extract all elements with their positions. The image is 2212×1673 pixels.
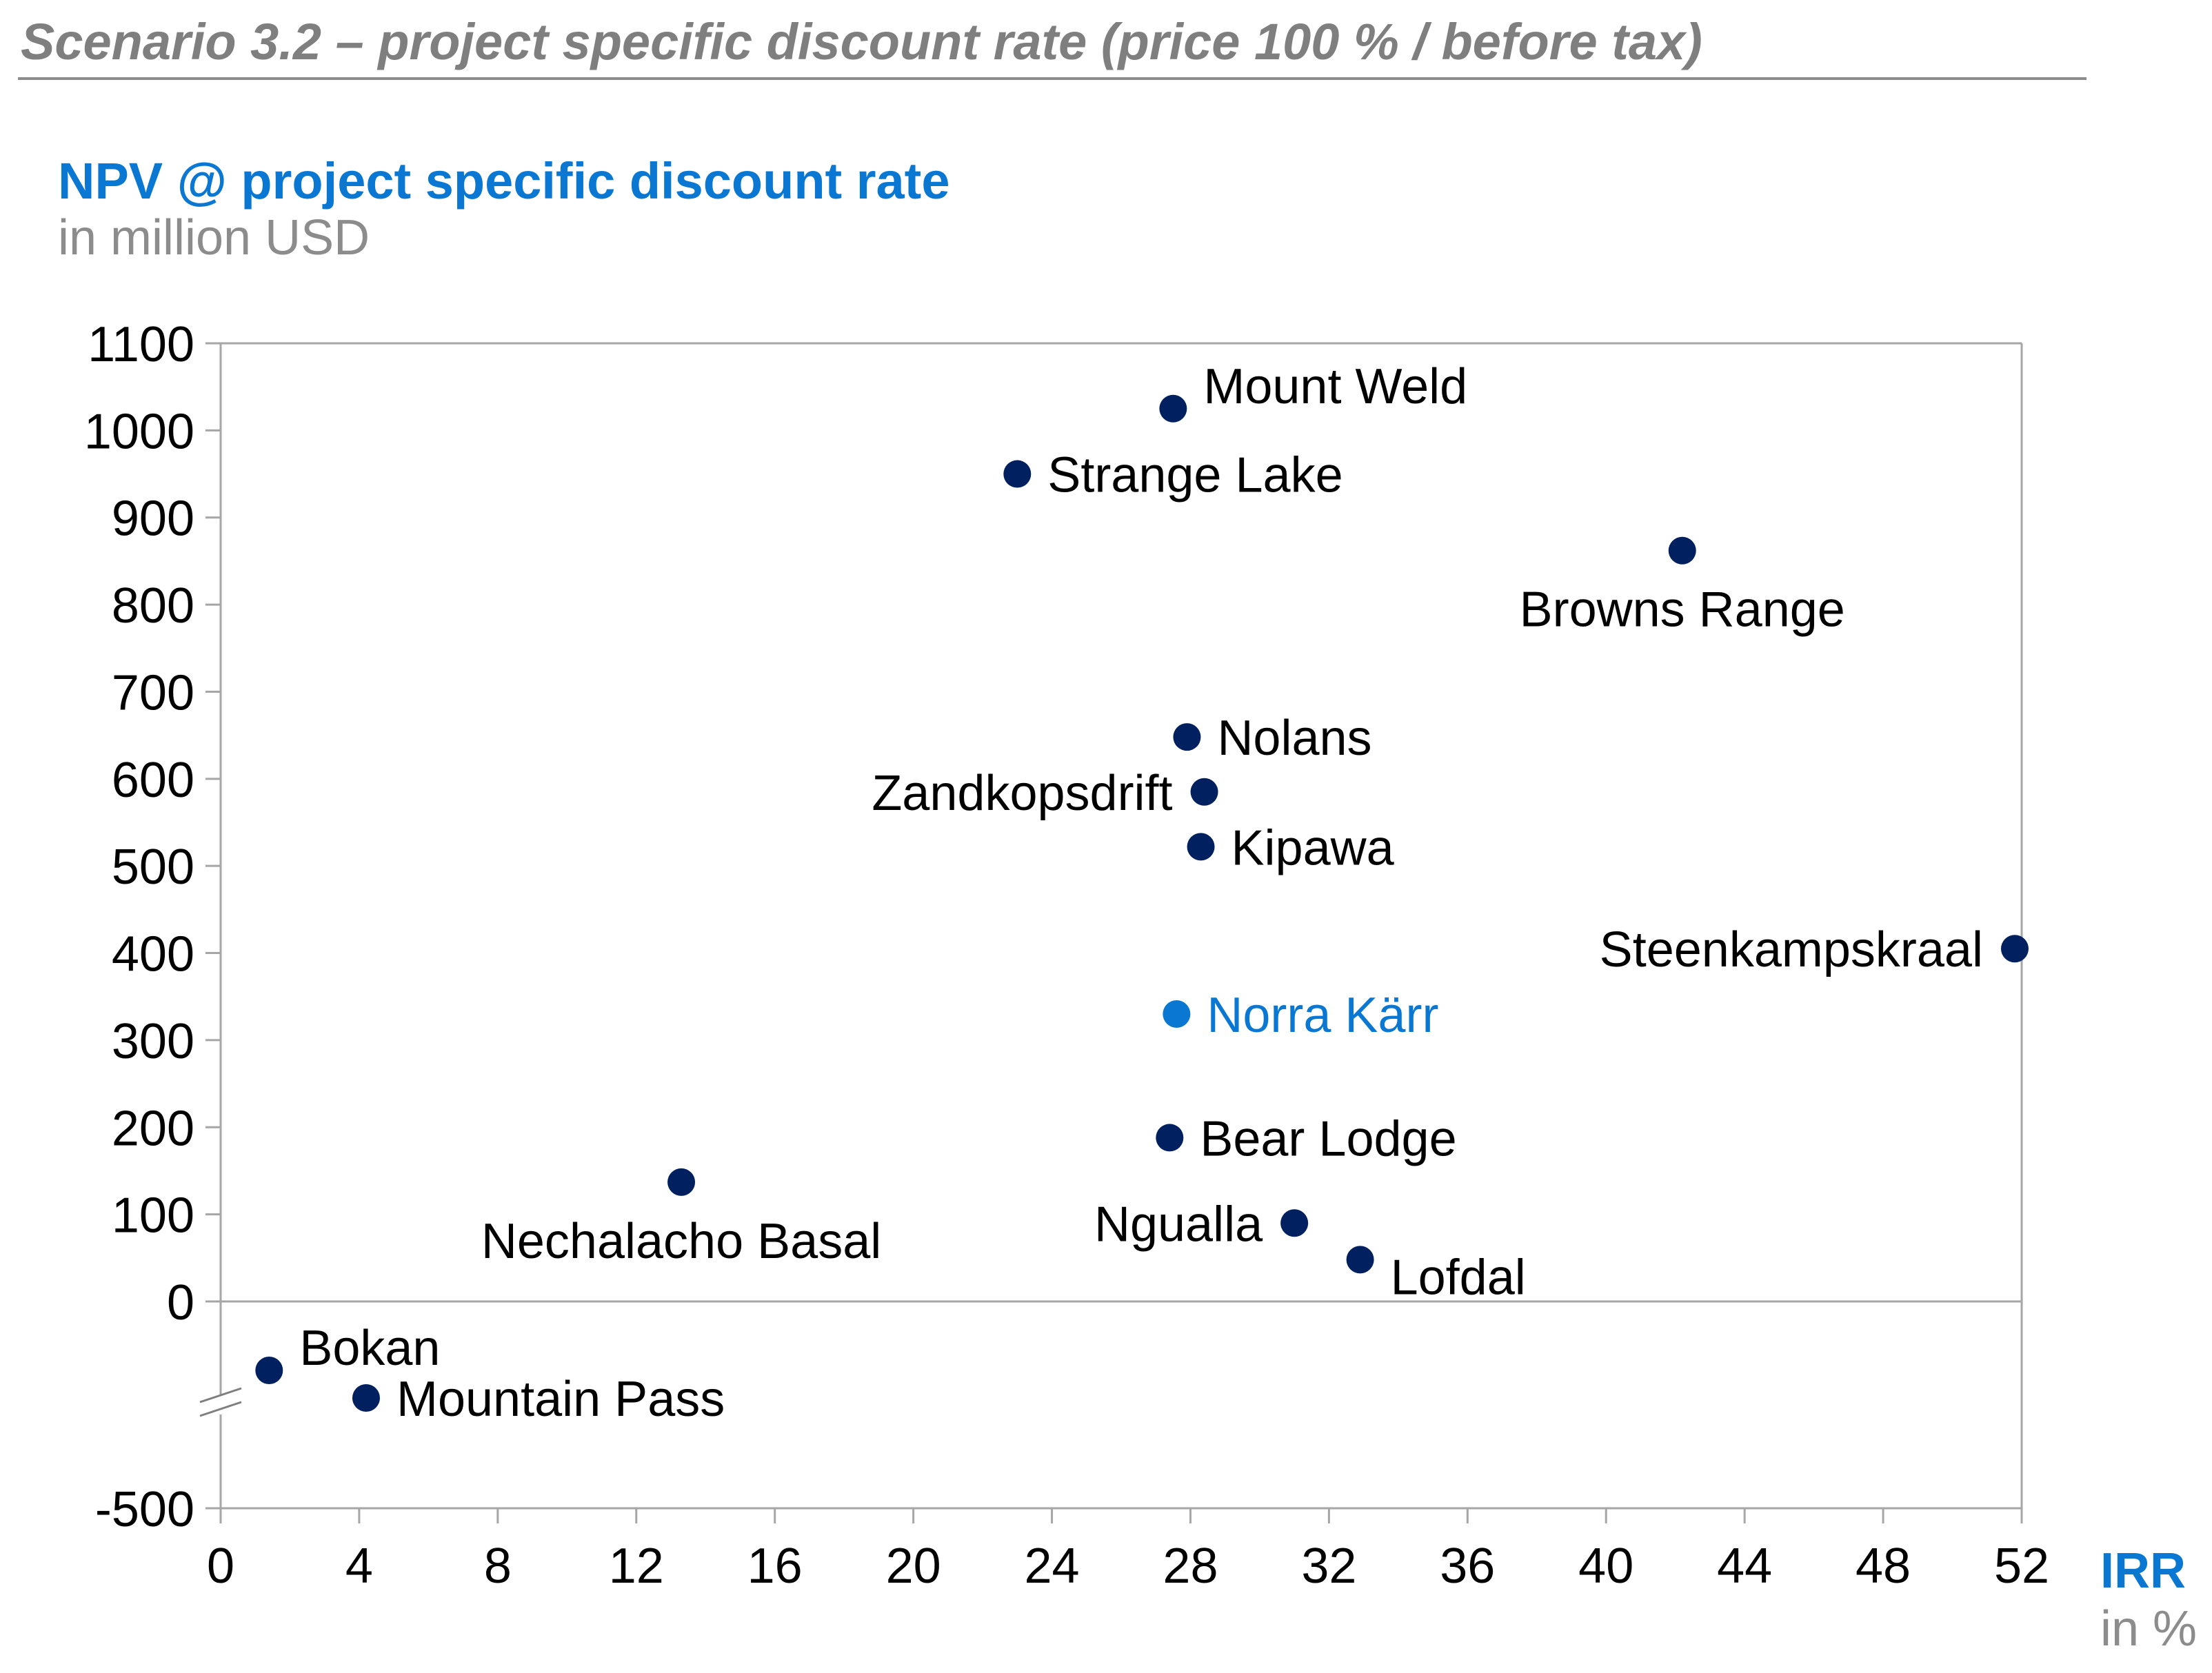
- y-tick-label: 100: [112, 1188, 194, 1244]
- x-axis-unit: in %: [2100, 1601, 2198, 1656]
- data-point-label: Ngualla: [1094, 1197, 1263, 1252]
- data-point-label: Lofdal: [1391, 1250, 1526, 1305]
- title-divider: [18, 77, 2087, 80]
- axes-group: [199, 342, 2023, 1510]
- x-tick-label: 0: [207, 1539, 234, 1594]
- x-tick-label: 48: [1856, 1539, 1911, 1594]
- data-point-label: Nechalacho Basal: [481, 1214, 881, 1269]
- y-tick-label: 500: [112, 840, 194, 895]
- chart-title-bar: Scenario 3.2 – project specific discount…: [21, 13, 1702, 70]
- x-tick-label: 12: [609, 1539, 664, 1594]
- x-tick-label: 4: [345, 1539, 373, 1594]
- data-point-label: Strange Lake: [1047, 448, 1343, 503]
- ticks-group: 110010009008007006005004003002001000-500…: [84, 317, 2049, 1594]
- data-point: [1163, 1000, 1191, 1028]
- y-tick-label: 200: [112, 1101, 194, 1156]
- data-point-label: Kipawa: [1231, 820, 1395, 875]
- y-tick-label: 900: [112, 491, 194, 547]
- x-tick-label: 20: [886, 1539, 941, 1594]
- axis-break-mark-1: [199, 1387, 242, 1403]
- data-point-label: Nolans: [1217, 711, 1371, 766]
- data-point: [352, 1384, 380, 1412]
- x-tick-label: 24: [1024, 1539, 1079, 1594]
- y-tick-label: 800: [112, 578, 194, 633]
- data-point-label: Browns Range: [1520, 582, 1845, 638]
- data-point-label: Mount Weld: [1203, 359, 1467, 414]
- data-point-label: Norra Kärr: [1207, 988, 1438, 1043]
- data-point: [1668, 536, 1696, 565]
- y-tick-label: 300: [112, 1014, 194, 1069]
- x-tick-label: 44: [1717, 1539, 1772, 1594]
- data-point: [1346, 1246, 1374, 1274]
- data-point: [667, 1168, 696, 1196]
- x-tick-label: 16: [747, 1539, 803, 1594]
- y-tick-label: 1000: [84, 404, 194, 459]
- data-point: [1190, 778, 1218, 806]
- data-point-label: Bokan: [299, 1321, 440, 1376]
- data-point-label: Zandkopsdrift: [872, 766, 1172, 821]
- x-tick-label: 40: [1578, 1539, 1633, 1594]
- y-tick-label: 1100: [88, 317, 194, 372]
- data-point-label: Mountain Pass: [396, 1372, 725, 1427]
- y-axis-unit: in million USD: [58, 210, 370, 265]
- data-point-label: Steenkampskraal: [1600, 922, 1983, 977]
- data-point: [1159, 394, 1187, 423]
- x-axis-title: IRR: [2100, 1543, 2186, 1599]
- y-tick-label: -500: [95, 1482, 194, 1537]
- x-tick-label: 32: [1301, 1539, 1356, 1594]
- y-tick-label: 400: [112, 927, 194, 982]
- x-tick-label: 36: [1440, 1539, 1495, 1594]
- y-tick-label: 600: [112, 753, 194, 808]
- data-point: [1280, 1209, 1309, 1237]
- data-point-label: Bear Lodge: [1200, 1111, 1456, 1166]
- y-axis-title: NPV @ project specific discount rate: [58, 152, 950, 210]
- x-tick-label: 8: [484, 1539, 512, 1594]
- axis-break-mark-2: [199, 1401, 242, 1417]
- data-point: [1003, 460, 1032, 488]
- x-tick-label: 52: [1994, 1539, 2049, 1594]
- x-tick-label: 28: [1163, 1539, 1218, 1594]
- points-group: Mount Weld Strange Lake Browns Range Nolans…: [255, 359, 2029, 1427]
- data-point: [1187, 833, 1215, 861]
- y-tick-label: 0: [167, 1275, 194, 1330]
- data-point: [1156, 1124, 1184, 1152]
- data-point: [2000, 935, 2029, 963]
- data-point: [1173, 723, 1201, 751]
- y-tick-label: 700: [112, 665, 194, 720]
- data-point: [255, 1357, 283, 1384]
